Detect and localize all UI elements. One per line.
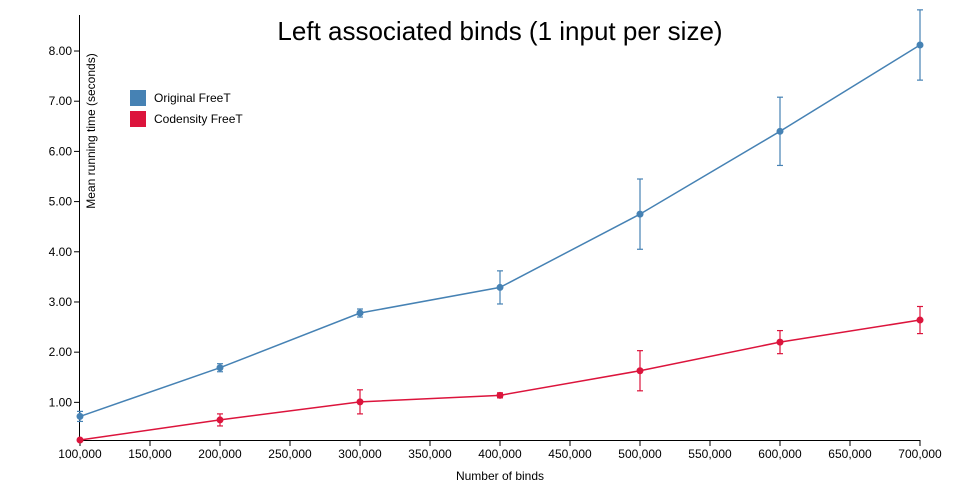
y-tick-label: 1.00 (49, 395, 73, 409)
chart-title: Left associated binds (1 input per size) (277, 16, 722, 46)
data-point (776, 127, 784, 135)
x-axis-label: Number of binds (456, 469, 544, 483)
x-axis-ticks: 100,000 150,000 200,000 250,000 300,000 350,0… (58, 440, 942, 461)
legend-swatch (130, 111, 146, 127)
series-1 (76, 305, 924, 444)
series-0 (76, 9, 924, 423)
x-tick-label: 550,000 (688, 447, 732, 461)
y-tick-label: 6.00 (49, 144, 73, 158)
x-tick-label: 100,000 (58, 447, 102, 461)
data-point (76, 412, 84, 420)
data-point (356, 309, 364, 317)
y-axis-ticks: 1.00 2.00 3.00 4.00 5.00 6.00 7.00 8.00 (49, 44, 80, 409)
x-tick-label: 650,000 (828, 447, 872, 461)
data-point (776, 338, 784, 346)
data-point (356, 398, 364, 406)
x-tick-label: 600,000 (758, 447, 802, 461)
data-point (636, 210, 644, 218)
x-tick-label: 200,000 (198, 447, 242, 461)
y-tick-label: 4.00 (49, 245, 73, 259)
y-tick-label: 5.00 (49, 195, 73, 209)
y-tick-label: 2.00 (49, 345, 73, 359)
data-point (916, 41, 924, 49)
data-point (496, 283, 504, 291)
series-layer (76, 9, 924, 444)
x-tick-label: 350,000 (408, 447, 452, 461)
y-axis-label: Mean running time (seconds) (84, 53, 98, 208)
x-tick-label: 150,000 (128, 447, 172, 461)
legend-label: Original FreeT (154, 91, 231, 105)
x-tick-label: 700,000 (898, 447, 942, 461)
data-point (216, 364, 224, 372)
data-point (216, 416, 224, 424)
data-point (76, 436, 84, 444)
x-tick-label: 500,000 (618, 447, 662, 461)
y-tick-label: 7.00 (49, 94, 73, 108)
y-tick-label: 3.00 (49, 295, 73, 309)
x-tick-label: 300,000 (338, 447, 382, 461)
legend-swatch (130, 90, 146, 106)
x-tick-label: 400,000 (478, 447, 522, 461)
data-point (496, 391, 504, 399)
data-point (916, 316, 924, 324)
data-point (636, 367, 644, 375)
legend-label: Codensity FreeT (154, 112, 243, 126)
y-tick-label: 8.00 (49, 44, 73, 58)
series-line (79, 319, 921, 441)
x-tick-label: 450,000 (548, 447, 592, 461)
legend: Original FreeT Codensity FreeT (130, 90, 243, 127)
plot-area: 100,000 150,000 200,000 250,000 300,000 350,0… (49, 9, 942, 461)
x-tick-label: 250,000 (268, 447, 312, 461)
